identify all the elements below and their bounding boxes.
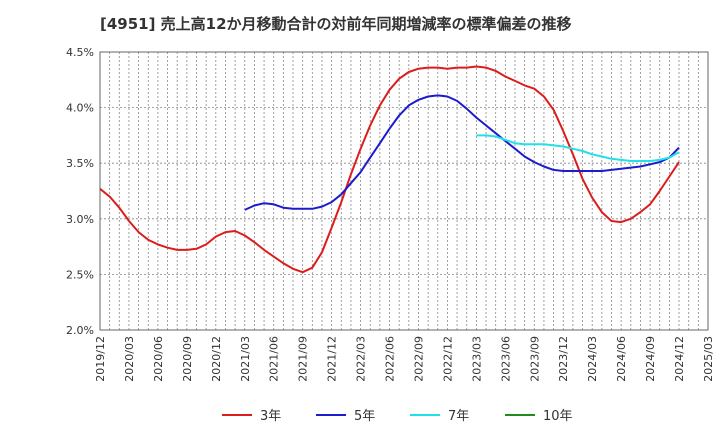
x-tick-label: 2024/12 — [673, 336, 686, 382]
legend-label: 3年 — [260, 409, 281, 424]
y-tick-label: 4.0% — [66, 102, 94, 115]
x-tick-label: 2019/12 — [94, 336, 107, 382]
y-axis: 2.0% 2.5% 3.0% 3.5% 4.0% 4.5% — [66, 46, 94, 337]
x-tick-label: 2023/06 — [499, 336, 512, 382]
x-tick-label: 2024/09 — [644, 336, 657, 382]
y-tick-label: 4.5% — [66, 46, 94, 59]
x-tick-label: 2025/03 — [702, 336, 715, 382]
x-tick-label: 2020/12 — [210, 336, 223, 382]
legend-label: 5年 — [354, 409, 375, 424]
y-tick-label: 3.5% — [66, 157, 94, 170]
grid — [100, 52, 708, 330]
x-tick-label: 2020/03 — [123, 336, 136, 382]
plot-frame — [99, 51, 709, 331]
x-tick-label: 2022/12 — [441, 336, 454, 382]
series-line-3 — [476, 134, 680, 162]
x-tick-label: 2023/03 — [470, 336, 483, 382]
x-tick-label: 2024/03 — [586, 336, 599, 382]
x-tick-label: 2024/06 — [615, 336, 628, 382]
y-tick-label: 3.0% — [66, 213, 94, 226]
series-line-1 — [99, 65, 680, 274]
legend-label: 7年 — [448, 409, 469, 424]
x-tick-label: 2023/09 — [528, 336, 541, 382]
x-tick-label: 2023/12 — [557, 336, 570, 382]
legend: 3年 5年 7年 10年 — [222, 409, 573, 424]
plot-series — [99, 65, 680, 274]
chart-title: [4951] 売上高12か月移動合計の対前年同期増減率の標準偏差の推移 — [100, 15, 572, 33]
x-tick-label: 2022/09 — [412, 336, 425, 382]
x-tick-label: 2022/03 — [355, 336, 368, 382]
y-tick-label: 2.5% — [66, 268, 94, 281]
x-axis: 2019/12 2020/03 2020/06 2020/09 2020/12 2021/… — [94, 336, 715, 382]
legend-label: 10年 — [543, 409, 573, 424]
x-tick-label: 2020/06 — [152, 336, 165, 382]
x-tick-label: 2022/06 — [384, 336, 397, 382]
y-tick-label: 2.0% — [66, 324, 94, 337]
x-tick-label: 2021/12 — [326, 336, 339, 382]
series-line-2 — [244, 94, 680, 211]
x-tick-label: 2021/03 — [239, 336, 252, 382]
x-tick-label: 2021/09 — [297, 336, 310, 382]
x-tick-label: 2020/09 — [181, 336, 194, 382]
x-tick-label: 2021/06 — [268, 336, 281, 382]
